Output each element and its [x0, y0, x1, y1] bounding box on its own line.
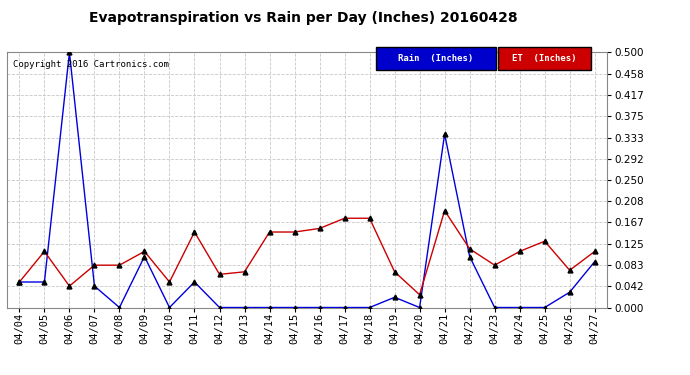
Text: ET  (Inches): ET (Inches)	[512, 54, 577, 63]
Text: Copyright 2016 Cartronics.com: Copyright 2016 Cartronics.com	[13, 60, 169, 69]
FancyBboxPatch shape	[376, 47, 496, 70]
Text: Rain  (Inches): Rain (Inches)	[399, 54, 474, 63]
Text: Evapotranspiration vs Rain per Day (Inches) 20160428: Evapotranspiration vs Rain per Day (Inch…	[89, 11, 518, 25]
FancyBboxPatch shape	[498, 47, 591, 70]
